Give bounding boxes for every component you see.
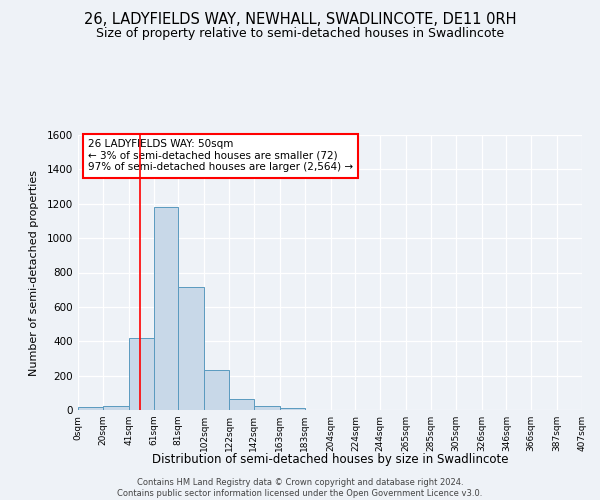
- Bar: [254, 406, 280, 410]
- Bar: [229, 399, 254, 410]
- Y-axis label: Number of semi-detached properties: Number of semi-detached properties: [29, 170, 38, 376]
- Bar: [154, 207, 178, 410]
- Text: Contains HM Land Registry data © Crown copyright and database right 2024.
Contai: Contains HM Land Registry data © Crown c…: [118, 478, 482, 498]
- Bar: [78, 408, 103, 410]
- Bar: [280, 408, 305, 410]
- Bar: [205, 370, 229, 410]
- Text: 26 LADYFIELDS WAY: 50sqm
← 3% of semi-detached houses are smaller (72)
97% of se: 26 LADYFIELDS WAY: 50sqm ← 3% of semi-de…: [88, 139, 353, 172]
- Text: Distribution of semi-detached houses by size in Swadlincote: Distribution of semi-detached houses by …: [152, 452, 508, 466]
- Bar: [103, 406, 129, 410]
- Bar: [178, 287, 205, 410]
- Bar: [129, 338, 154, 410]
- Text: 26, LADYFIELDS WAY, NEWHALL, SWADLINCOTE, DE11 0RH: 26, LADYFIELDS WAY, NEWHALL, SWADLINCOTE…: [84, 12, 516, 28]
- Text: Size of property relative to semi-detached houses in Swadlincote: Size of property relative to semi-detach…: [96, 28, 504, 40]
